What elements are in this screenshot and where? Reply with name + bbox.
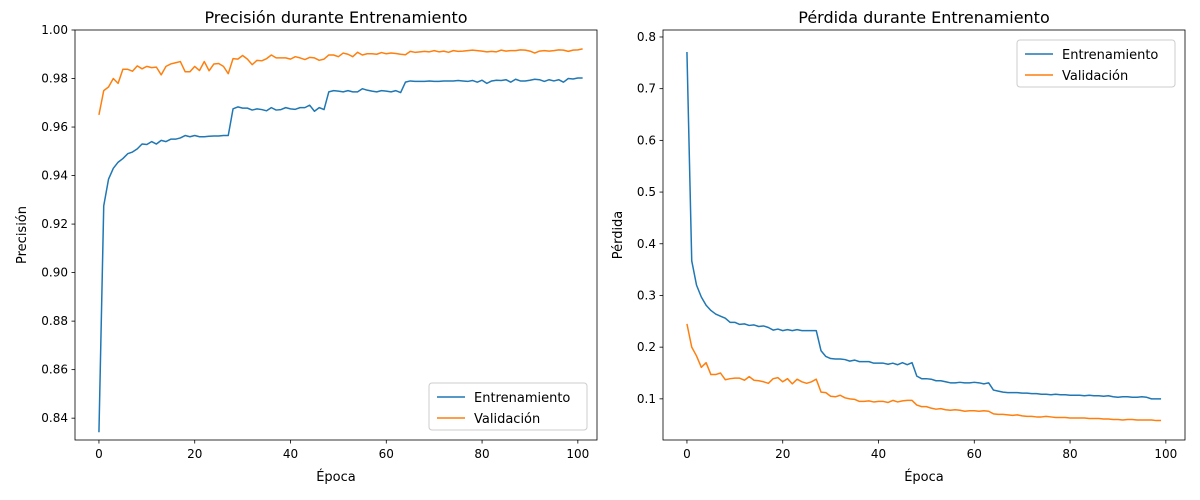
y-tick-label: 0.5	[637, 185, 656, 199]
series-line-entrenamiento	[98, 77, 583, 433]
chart-title: Precisión durante Entrenamiento	[204, 8, 467, 27]
legend: Entrenamiento Validación	[428, 382, 588, 431]
x-tick-label: 40	[871, 447, 886, 461]
y-tick-label: 0.88	[41, 314, 68, 328]
legend-label: Entrenamiento	[1062, 48, 1158, 63]
y-tick-label: 0.1	[637, 392, 656, 406]
chart-title: Pérdida durante Entrenamiento	[798, 8, 1050, 27]
series-line-validación	[98, 48, 583, 116]
y-tick-label: 0.4	[637, 237, 656, 251]
y-tick-label: 0.98	[41, 72, 68, 86]
chart-2: Pérdida durante Entrenamiento 0 20 40 60 80 10…	[611, 8, 1186, 485]
x-tick-label: 0	[95, 447, 103, 461]
legend: Entrenamiento Validación	[1016, 39, 1176, 88]
y-tick-label: 0.3	[637, 288, 656, 302]
plot-frame	[662, 29, 1186, 441]
plot-frame	[74, 29, 598, 441]
legend-box	[428, 382, 588, 431]
y-tick-label: 1.00	[41, 23, 68, 37]
y-tick-label: 0.2	[637, 340, 656, 354]
y-tick-label: 0.7	[637, 82, 656, 96]
x-tick-label: 80	[1062, 447, 1077, 461]
y-tick-label: 0.86	[41, 363, 68, 377]
y-tick-label: 0.6	[637, 133, 656, 147]
series-line-validación	[686, 323, 1162, 422]
x-axis-label: Época	[904, 469, 944, 485]
x-axis-label: Época	[316, 469, 356, 485]
y-tick-label: 0.94	[41, 169, 68, 183]
legend-label: Validación	[474, 412, 540, 427]
legend-label: Entrenamiento	[474, 391, 570, 406]
chart-1: Precisión durante Entrenamiento 0 20 40 60 80…	[15, 8, 598, 485]
series-line-entrenamiento	[686, 51, 1162, 400]
x-tick-label: 80	[474, 447, 489, 461]
x-tick-label: 0	[683, 447, 691, 461]
x-tick-label: 100	[566, 447, 589, 461]
x-tick-label: 20	[187, 447, 202, 461]
y-tick-label: 0.84	[41, 411, 68, 425]
y-tick-label: 0.90	[41, 266, 68, 280]
y-axis-label: Pérdida	[611, 211, 626, 260]
x-tick-label: 100	[1154, 447, 1177, 461]
y-tick-label: 0.8	[637, 30, 656, 44]
y-axis-label: Precisión	[15, 206, 30, 264]
x-tick-label: 60	[379, 447, 394, 461]
y-tick-label: 0.92	[41, 217, 68, 231]
y-tick-label: 0.96	[41, 120, 68, 134]
x-tick-label: 20	[775, 447, 790, 461]
legend-label: Validación	[1062, 69, 1128, 84]
x-tick-label: 60	[967, 447, 982, 461]
x-tick-label: 40	[283, 447, 298, 461]
legend-box	[1016, 39, 1176, 88]
